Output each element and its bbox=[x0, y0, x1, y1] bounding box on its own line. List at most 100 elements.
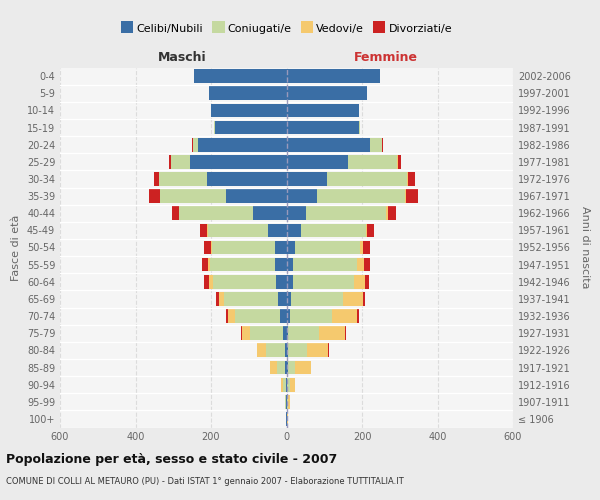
Bar bbox=[280, 309, 287, 323]
Bar bbox=[363, 240, 370, 254]
Bar bbox=[192, 138, 193, 151]
Bar bbox=[275, 258, 287, 272]
Bar bbox=[405, 189, 406, 203]
Bar bbox=[408, 172, 415, 186]
Bar bbox=[226, 189, 287, 203]
Bar bbox=[290, 378, 295, 392]
Bar bbox=[366, 224, 367, 237]
Bar bbox=[211, 104, 287, 117]
Bar bbox=[210, 258, 275, 272]
Bar bbox=[250, 326, 283, 340]
Bar bbox=[287, 120, 359, 134]
Bar bbox=[301, 224, 366, 237]
Bar bbox=[212, 275, 276, 288]
Bar bbox=[154, 172, 159, 186]
Bar bbox=[397, 155, 398, 168]
Bar bbox=[345, 326, 346, 340]
Bar bbox=[295, 360, 311, 374]
Bar bbox=[319, 326, 345, 340]
Bar bbox=[253, 206, 287, 220]
Bar bbox=[287, 86, 367, 100]
Text: COMUNE DI COLLI AL METAURO (PU) - Dati ISTAT 1° gennaio 2007 - Elaborazione TUTT: COMUNE DI COLLI AL METAURO (PU) - Dati I… bbox=[6, 478, 404, 486]
Bar bbox=[270, 360, 277, 374]
Bar bbox=[289, 326, 319, 340]
Bar bbox=[287, 206, 306, 220]
Bar bbox=[358, 309, 359, 323]
Bar bbox=[211, 240, 212, 254]
Bar bbox=[266, 344, 284, 357]
Bar bbox=[204, 240, 211, 254]
Bar bbox=[332, 309, 358, 323]
Bar bbox=[207, 224, 208, 237]
Bar bbox=[382, 138, 383, 151]
Bar bbox=[277, 360, 285, 374]
Bar bbox=[170, 155, 190, 168]
Bar bbox=[287, 172, 327, 186]
Bar bbox=[357, 258, 364, 272]
Bar bbox=[287, 258, 293, 272]
Bar bbox=[370, 138, 382, 151]
Bar bbox=[407, 172, 408, 186]
Bar bbox=[242, 326, 250, 340]
Y-axis label: Fasce di età: Fasce di età bbox=[11, 214, 21, 280]
Bar bbox=[281, 378, 283, 392]
Y-axis label: Anni di nascita: Anni di nascita bbox=[580, 206, 590, 289]
Bar bbox=[365, 275, 369, 288]
Bar bbox=[209, 86, 287, 100]
Bar bbox=[257, 344, 266, 357]
Bar bbox=[284, 395, 286, 408]
Bar bbox=[190, 155, 287, 168]
Bar bbox=[289, 344, 307, 357]
Bar bbox=[287, 275, 293, 288]
Bar bbox=[317, 189, 405, 203]
Bar bbox=[172, 206, 179, 220]
Bar bbox=[179, 206, 253, 220]
Bar bbox=[287, 240, 295, 254]
Bar bbox=[241, 326, 242, 340]
Bar bbox=[214, 120, 215, 134]
Bar bbox=[287, 378, 290, 392]
Bar bbox=[398, 155, 401, 168]
Bar bbox=[268, 224, 287, 237]
Bar bbox=[355, 275, 365, 288]
Bar bbox=[287, 344, 289, 357]
Bar bbox=[287, 360, 288, 374]
Bar bbox=[224, 292, 278, 306]
Bar bbox=[287, 69, 380, 83]
Bar bbox=[347, 155, 397, 168]
Bar bbox=[287, 395, 290, 408]
Bar bbox=[307, 344, 328, 357]
Bar bbox=[293, 258, 357, 272]
Bar bbox=[291, 292, 343, 306]
Bar bbox=[287, 138, 370, 151]
Bar bbox=[306, 206, 386, 220]
Text: Popolazione per età, sesso e stato civile - 2007: Popolazione per età, sesso e stato civil… bbox=[6, 452, 337, 466]
Bar bbox=[160, 189, 226, 203]
Bar bbox=[193, 138, 198, 151]
Bar bbox=[208, 258, 210, 272]
Bar bbox=[290, 309, 332, 323]
Bar bbox=[343, 292, 363, 306]
Bar bbox=[159, 172, 207, 186]
Bar bbox=[208, 224, 268, 237]
Legend: Celibi/Nubili, Coniugati/e, Vedovi/e, Divorziati/e: Celibi/Nubili, Coniugati/e, Vedovi/e, Di… bbox=[116, 19, 457, 38]
Bar bbox=[275, 240, 287, 254]
Bar bbox=[284, 344, 287, 357]
Bar bbox=[207, 172, 287, 186]
Bar bbox=[327, 172, 407, 186]
Bar bbox=[169, 155, 170, 168]
Bar bbox=[287, 155, 347, 168]
Bar bbox=[194, 69, 287, 83]
Bar bbox=[287, 189, 317, 203]
Bar bbox=[328, 344, 329, 357]
Bar bbox=[278, 292, 287, 306]
Bar bbox=[287, 326, 289, 340]
Bar bbox=[226, 309, 229, 323]
Bar bbox=[406, 189, 418, 203]
Bar bbox=[283, 326, 287, 340]
Bar bbox=[283, 378, 286, 392]
Bar bbox=[229, 309, 235, 323]
Bar bbox=[215, 120, 287, 134]
Bar bbox=[209, 275, 212, 288]
Bar bbox=[285, 360, 287, 374]
